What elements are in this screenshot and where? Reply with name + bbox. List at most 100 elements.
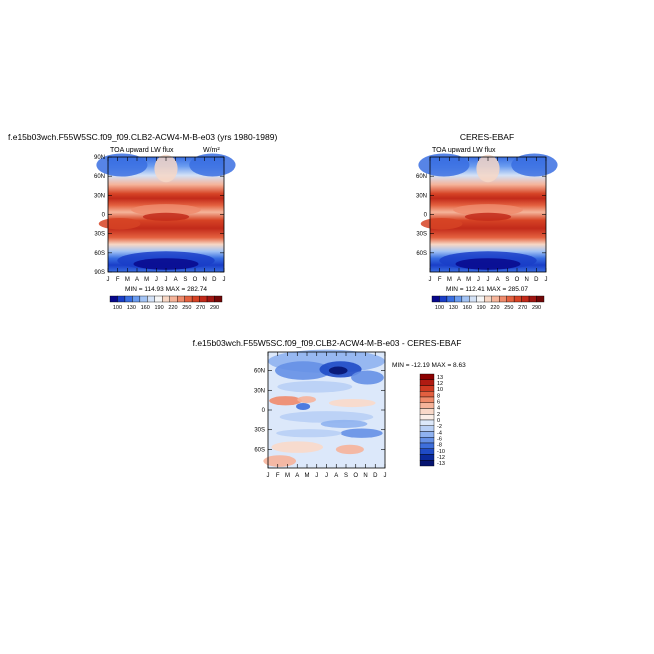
heatmap-contour-0 — [96, 153, 148, 177]
colorbar-swatch — [419, 448, 435, 455]
diff-contour-1 — [275, 361, 332, 380]
diff-contour-15 — [335, 444, 364, 455]
heatmap-contour-3 — [453, 204, 523, 216]
diff-contour-9 — [296, 403, 311, 410]
colorbar-label: 250 — [182, 305, 191, 311]
heatmap-contour-2 — [476, 154, 500, 183]
colorbar-swatch — [461, 295, 470, 303]
colorbar-label: 290 — [210, 305, 219, 311]
colorbar-swatch — [132, 295, 141, 303]
colorbar-label: 12 — [437, 381, 443, 387]
colorbar-label: -6 — [437, 436, 442, 442]
y-tick-label: 60N — [94, 174, 105, 180]
colorbar-label: 100 — [113, 305, 122, 311]
colorbar-swatch — [419, 431, 435, 438]
x-tick-label: A — [135, 277, 139, 283]
colorbar-label: 2 — [437, 412, 440, 418]
colorbar-swatch — [506, 295, 515, 303]
colorbar-label: -2 — [437, 424, 442, 430]
colorbar-swatch — [214, 295, 223, 303]
y-tick-label: 90S — [94, 270, 105, 276]
colorbar-label: 8 — [437, 393, 440, 399]
colorbar-label: -12 — [437, 455, 445, 461]
colorbar-swatch — [154, 295, 163, 303]
diff-contour-11 — [320, 419, 368, 428]
colorbar-label: 130 — [127, 305, 136, 311]
diff-contour-4 — [351, 370, 384, 385]
colorbar-swatch — [419, 402, 435, 409]
colorbar-swatch — [139, 295, 148, 303]
colorbar-label: 270 — [196, 305, 205, 311]
heatmap-contour-5 — [420, 217, 463, 230]
left-panel-units: W/m² — [203, 147, 220, 154]
colorbar-label: 250 — [504, 305, 513, 311]
colorbar-swatch — [469, 295, 478, 303]
x-tick-label: O — [353, 473, 358, 479]
y-tick-label: 30N — [94, 193, 105, 199]
colorbar-swatch — [419, 442, 435, 449]
colorbar-swatch — [521, 295, 530, 303]
diff-panel-stats: MIN = -12.19 MAX = 8.63 — [392, 362, 466, 369]
colorbar-swatch — [454, 295, 463, 303]
y-tick-label: 60N — [416, 174, 427, 180]
heatmap-contour-0 — [418, 153, 470, 177]
colorbar-label: 190 — [476, 305, 485, 311]
x-tick-label: M — [305, 473, 310, 479]
y-tick-label: 30N — [416, 193, 427, 199]
colorbar-swatch — [536, 295, 545, 303]
x-tick-label: J — [477, 277, 480, 283]
colorbar-swatch — [419, 385, 435, 392]
colorbar-swatch — [419, 396, 435, 403]
colorbar-swatch — [419, 419, 435, 426]
heatmap-contour-7 — [133, 258, 199, 270]
colorbar-swatch — [431, 295, 440, 303]
colorbar-label: 130 — [449, 305, 458, 311]
x-tick-label: D — [534, 277, 539, 283]
colorbar-swatch — [147, 295, 155, 303]
colorbar-label: -10 — [437, 449, 445, 455]
heatmap-contour-4 — [464, 212, 512, 221]
diff-panel: f.e15b03wch.F55W5SC.f09_f09.CLB2-ACW4-M-… — [193, 338, 466, 479]
diff-contour-14 — [271, 441, 323, 453]
y-tick-label: 30S — [94, 232, 105, 238]
diff-contour-5 — [277, 381, 353, 393]
left-colorbar: 100 130 160 190 220 250 270 290 — [109, 295, 223, 311]
y-tick-label: 60S — [94, 251, 105, 257]
colorbar-swatch — [446, 295, 455, 303]
x-tick-label: J — [165, 277, 168, 283]
colorbar-swatch — [109, 295, 118, 303]
diff-contour-13 — [276, 429, 342, 438]
x-tick-label: N — [524, 277, 528, 283]
y-tick-label: 30S — [254, 428, 265, 434]
x-tick-label: J — [384, 473, 387, 479]
y-tick-label: 90N — [94, 155, 105, 161]
heatmap-contour-2 — [154, 154, 178, 183]
x-tick-label: M — [447, 277, 452, 283]
x-tick-label: F — [438, 277, 442, 283]
y-tick-label: 30N — [254, 388, 265, 394]
x-tick-label: S — [183, 277, 187, 283]
colorbar-swatch — [439, 295, 448, 303]
x-tick-label: M — [466, 277, 471, 283]
colorbar-swatch — [419, 373, 435, 380]
colorbar-label: 220 — [490, 305, 499, 311]
colorbar-swatch — [419, 391, 435, 398]
colorbar-label: 220 — [168, 305, 177, 311]
colorbar-label: 160 — [141, 305, 150, 311]
left-panel: f.e15b03wch.F55W5SC.f09_f09.CLB2-ACW4-M-… — [8, 132, 277, 311]
colorbar-swatch — [176, 295, 185, 303]
colorbar-swatch — [499, 295, 507, 303]
colorbar-label: 270 — [518, 305, 527, 311]
colorbar-swatch — [162, 295, 170, 303]
x-tick-label: F — [116, 277, 120, 283]
left-panel-stats: MIN = 114.93 MAX = 282.74 — [125, 286, 207, 293]
colorbar-label: -4 — [437, 430, 442, 436]
x-tick-label: S — [344, 473, 348, 479]
diff-contour-6 — [269, 396, 302, 406]
colorbar-swatch — [117, 295, 126, 303]
